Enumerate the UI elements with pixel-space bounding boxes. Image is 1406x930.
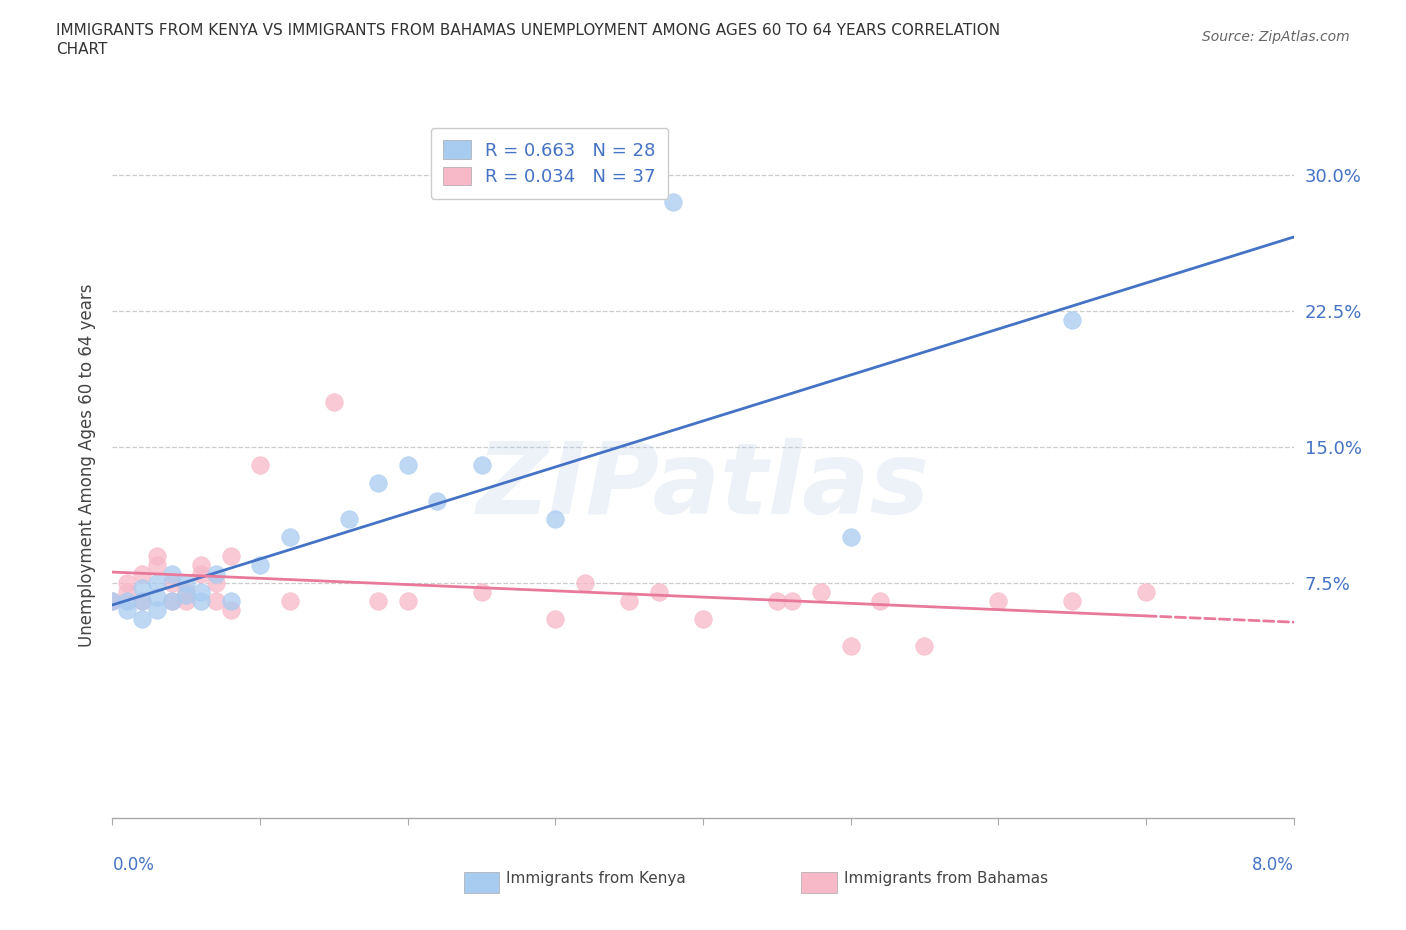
Point [131, 612, 153, 627]
Point [987, 593, 1010, 608]
Point [1062, 312, 1084, 327]
Point [914, 639, 936, 654]
Point [131, 566, 153, 581]
Point [574, 576, 596, 591]
Point [117, 576, 138, 591]
Point [117, 603, 138, 618]
Text: Immigrants from Bahamas: Immigrants from Bahamas [844, 871, 1047, 886]
Point [174, 588, 197, 603]
Point [160, 593, 183, 608]
Point [219, 603, 242, 618]
Point [278, 593, 301, 608]
Point [323, 394, 346, 409]
Point [190, 593, 212, 608]
Point [205, 576, 228, 591]
Point [117, 584, 138, 599]
Point [190, 584, 212, 599]
Point [190, 557, 212, 572]
Point [471, 584, 494, 599]
Point [160, 593, 183, 608]
Point [131, 593, 153, 608]
Point [662, 194, 685, 209]
Point [146, 576, 169, 591]
Text: Source: ZipAtlas.com: Source: ZipAtlas.com [1202, 30, 1350, 44]
Point [146, 557, 169, 572]
Point [780, 593, 803, 608]
Point [219, 593, 242, 608]
Point [367, 593, 389, 608]
Point [396, 593, 419, 608]
Point [1135, 584, 1157, 599]
Text: CHART: CHART [56, 42, 108, 57]
Text: 0.0%: 0.0% [112, 856, 155, 873]
Point [367, 475, 389, 490]
Text: ZIPatlas: ZIPatlas [477, 438, 929, 535]
Point [765, 593, 787, 608]
Point [396, 458, 419, 472]
Point [205, 593, 228, 608]
Point [160, 566, 183, 581]
Point [174, 576, 197, 591]
Point [174, 593, 197, 608]
Point [131, 581, 153, 596]
Point [249, 557, 271, 572]
Y-axis label: Unemployment Among Ages 60 to 64 years: Unemployment Among Ages 60 to 64 years [77, 284, 96, 646]
Point [131, 593, 153, 608]
Point [869, 593, 891, 608]
Point [426, 494, 449, 509]
Point [619, 593, 641, 608]
Point [190, 566, 212, 581]
Point [146, 548, 169, 563]
Point [647, 584, 671, 599]
Point [544, 512, 567, 526]
Point [117, 593, 138, 608]
Text: IMMIGRANTS FROM KENYA VS IMMIGRANTS FROM BAHAMAS UNEMPLOYMENT AMONG AGES 60 TO 6: IMMIGRANTS FROM KENYA VS IMMIGRANTS FROM… [56, 23, 1000, 38]
Point [219, 548, 242, 563]
Text: 8.0%: 8.0% [1251, 856, 1294, 873]
Text: Immigrants from Kenya: Immigrants from Kenya [506, 871, 686, 886]
Point [1062, 593, 1084, 608]
Point [249, 458, 271, 472]
Point [278, 530, 301, 545]
Point [810, 584, 832, 599]
Point [101, 593, 124, 608]
Point [692, 612, 714, 627]
Point [174, 584, 197, 599]
Point [337, 512, 360, 526]
Point [839, 639, 862, 654]
Legend: R = 0.663   N = 28, R = 0.034   N = 37: R = 0.663 N = 28, R = 0.034 N = 37 [430, 127, 668, 199]
Point [160, 576, 183, 591]
Point [471, 458, 494, 472]
Point [205, 566, 228, 581]
Point [544, 612, 567, 627]
Point [101, 593, 124, 608]
Point [146, 603, 169, 618]
Point [839, 530, 862, 545]
Point [146, 590, 169, 604]
